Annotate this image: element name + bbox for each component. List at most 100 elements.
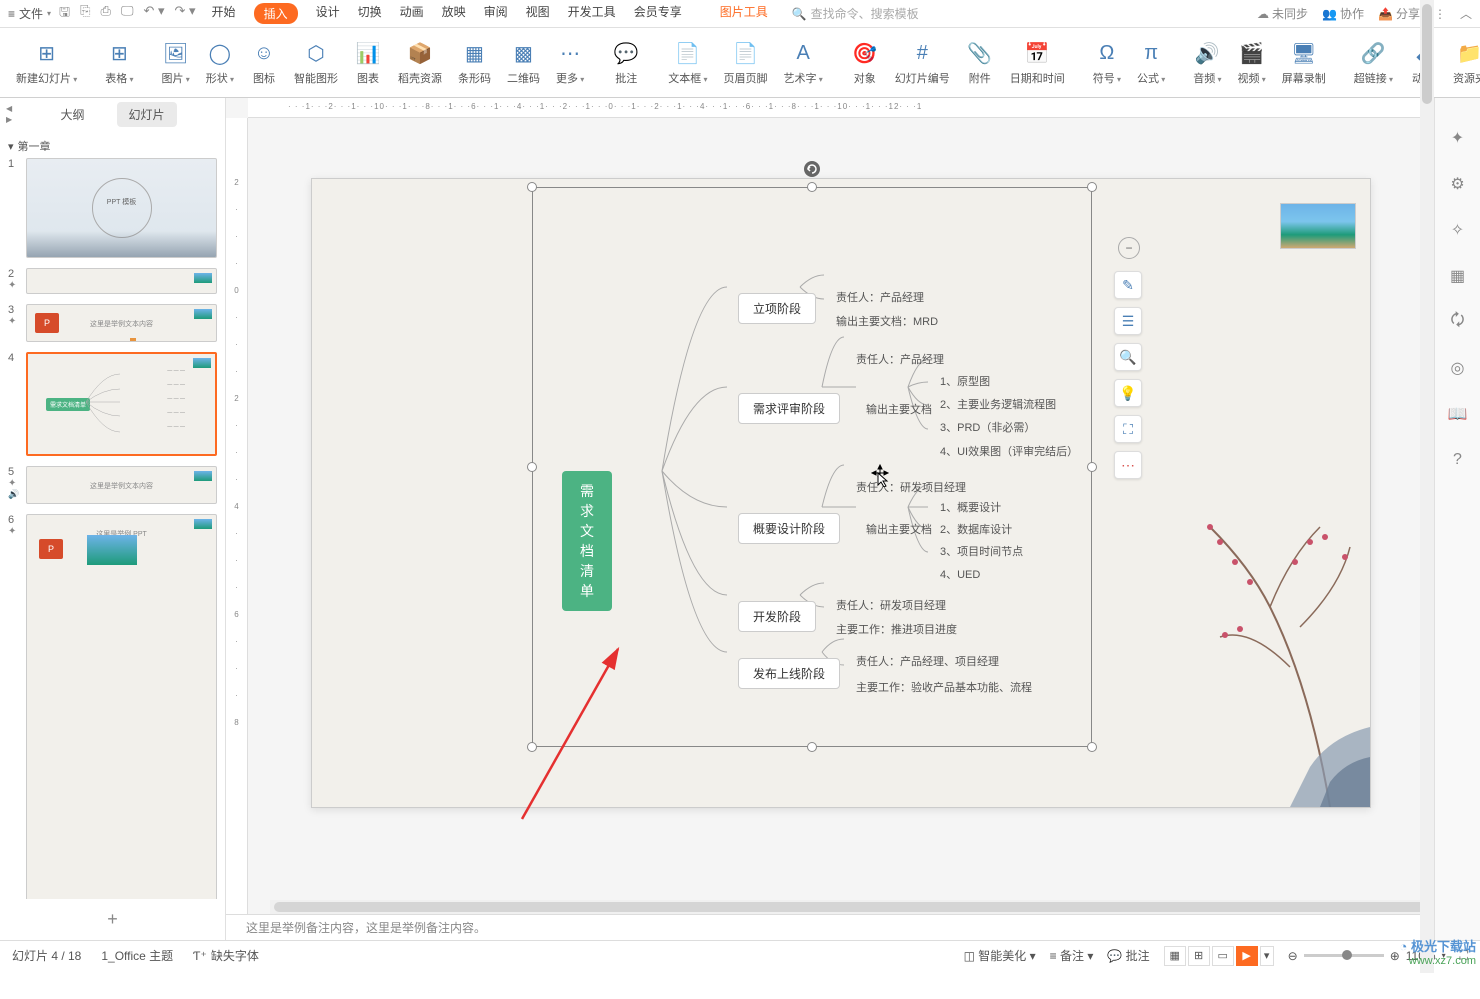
save-icon[interactable]: 🖫 xyxy=(59,3,70,25)
sel-handle-e[interactable] xyxy=(1087,462,1097,472)
zoom-slider[interactable] xyxy=(1304,954,1384,957)
ribbon-图标[interactable]: ☺图标 xyxy=(242,40,286,86)
rs-layout-icon[interactable]: ▦ xyxy=(1448,266,1468,286)
ribbon-新建幻灯片[interactable]: ⊞新建幻灯片 xyxy=(8,40,85,86)
layers-icon[interactable]: ☰ xyxy=(1114,307,1142,335)
comments-toggle[interactable]: 💬 批注 xyxy=(1107,947,1149,964)
beautify-button[interactable]: ◫ 智能美化 ▾ xyxy=(964,947,1036,964)
view-sorter[interactable]: ⊞ xyxy=(1188,946,1210,966)
slide-thumb-4[interactable]: 4 需求文档清单 — — —— — —— — —— — —— — — xyxy=(8,352,217,456)
hscrollbar[interactable] xyxy=(270,900,1434,914)
ribbon-二维码[interactable]: ▩二维码 xyxy=(499,40,548,86)
collapse-toolbar-icon[interactable]: − xyxy=(1118,237,1140,259)
more-icon[interactable]: ⋮ xyxy=(1434,7,1446,21)
tab-insert[interactable]: 插入 xyxy=(254,3,298,24)
outline-tab[interactable]: 大纲 xyxy=(48,102,96,127)
rs-star-icon[interactable]: ✧ xyxy=(1448,220,1468,240)
vscroll-thumb[interactable] xyxy=(1422,4,1432,104)
undo-icon[interactable]: ↶ ▾ xyxy=(143,3,164,25)
tab-view[interactable]: 视图 xyxy=(526,3,550,24)
view-reading[interactable]: ▭ xyxy=(1212,946,1234,966)
ribbon-批注[interactable]: 💬批注 xyxy=(604,40,648,86)
ribbon-视频[interactable]: 🎬视频 xyxy=(1230,40,1274,86)
more-options-icon[interactable]: ⋯ xyxy=(1114,451,1142,479)
tab-design[interactable]: 设计 xyxy=(316,3,340,24)
print-icon[interactable]: ⎙ xyxy=(101,3,111,25)
view-normal[interactable]: ▦ xyxy=(1164,946,1186,966)
ribbon-智能图形[interactable]: ⬡智能图形 xyxy=(286,40,346,86)
rs-book-icon[interactable]: 📖 xyxy=(1448,404,1468,424)
missing-font[interactable]: Ƭ⁺ 缺失字体 xyxy=(193,947,259,964)
rotate-handle[interactable] xyxy=(802,159,822,184)
ribbon-对象[interactable]: 🎯对象 xyxy=(843,40,887,86)
theme-name[interactable]: 1_Office 主题 xyxy=(101,947,173,964)
sel-handle-w[interactable] xyxy=(527,462,537,472)
sel-handle-ne[interactable] xyxy=(1087,182,1097,192)
ribbon-图片[interactable]: 🖼图片 xyxy=(154,40,198,86)
ribbon-幻灯片编号[interactable]: #幻灯片编号 xyxy=(887,40,958,86)
file-menu[interactable]: ≡ 文件 ▾ xyxy=(8,5,51,22)
tab-transition[interactable]: 切换 xyxy=(358,3,382,24)
tab-animation[interactable]: 动画 xyxy=(400,3,424,24)
tab-developer[interactable]: 开发工具 xyxy=(568,3,616,24)
crop-icon[interactable]: ⛶ xyxy=(1114,415,1142,443)
mm-node-1[interactable]: 立项阶段 xyxy=(738,293,816,324)
ribbon-屏幕录制[interactable]: 🖥屏幕录制 xyxy=(1274,40,1334,86)
mm-node-5[interactable]: 发布上线阶段 xyxy=(738,658,840,689)
mindmap-object[interactable]: 需求文档清单 立项阶段 责任人：产品经理 输出主要文档：MRD 需求评审阶段 责… xyxy=(532,187,1092,747)
slide-canvas[interactable]: 需求文档清单 立项阶段 责任人：产品经理 输出主要文档：MRD 需求评审阶段 责… xyxy=(311,178,1371,808)
rs-help-icon[interactable]: ? xyxy=(1448,450,1468,470)
qa-icon-2[interactable]: ⎘ xyxy=(80,3,90,25)
inserted-image-beach[interactable] xyxy=(1280,203,1356,249)
tab-picture-tools[interactable]: 图片工具 xyxy=(720,3,768,24)
ribbon-稻壳资源[interactable]: 📦稻壳资源 xyxy=(390,40,450,86)
slide-thumb-1[interactable]: 1 PPT 模板 xyxy=(8,158,217,258)
slides-tab[interactable]: 幻灯片 xyxy=(117,102,177,127)
ribbon-资源夹[interactable]: 📁资源夹 xyxy=(1445,40,1480,86)
add-slide-button[interactable]: + xyxy=(0,899,225,940)
sel-handle-s[interactable] xyxy=(807,742,817,752)
ribbon-公式[interactable]: π公式 xyxy=(1129,40,1173,86)
preview-icon[interactable]: 🖵 xyxy=(121,3,134,25)
collapse-ribbon-icon[interactable]: ︿ xyxy=(1460,5,1472,22)
ribbon-文本框[interactable]: 📄文本框 xyxy=(660,40,715,86)
zoom-icon[interactable]: 🔍 xyxy=(1114,343,1142,371)
slide-thumb-5[interactable]: 5✦🔊 这里是举例文本内容 P xyxy=(8,466,217,504)
canvas-area[interactable]: 需求文档清单 立项阶段 责任人：产品经理 输出主要文档：MRD 需求评审阶段 责… xyxy=(248,118,1434,914)
rs-magic-icon[interactable]: ✦ xyxy=(1448,128,1468,148)
section-header[interactable]: ▾ 第一章 xyxy=(8,134,217,158)
ribbon-艺术字[interactable]: A艺术字 xyxy=(776,40,831,86)
share-button[interactable]: 📤 分享 xyxy=(1378,5,1420,22)
tab-slideshow[interactable]: 放映 xyxy=(442,3,466,24)
idea-icon[interactable]: 💡 xyxy=(1114,379,1142,407)
ribbon-超链接[interactable]: 🔗超链接 xyxy=(1346,40,1401,86)
sync-status[interactable]: ☁ 未同步 xyxy=(1257,5,1308,22)
zoom-out[interactable]: ⊖ xyxy=(1288,949,1298,963)
sel-handle-nw[interactable] xyxy=(527,182,537,192)
slide-thumb-2[interactable]: 2✦ xyxy=(8,268,217,294)
tab-start[interactable]: 开始 xyxy=(212,3,236,24)
panel-collapse-arrows[interactable]: ◀▶ xyxy=(6,104,12,124)
slide-thumb-3[interactable]: 3✦ 这里是举例文本内容 P xyxy=(8,304,217,342)
notes-area[interactable]: 这里是举例备注内容，这里是举例备注内容。 xyxy=(226,914,1434,940)
mm-root[interactable]: 需求文档清单 xyxy=(562,471,612,611)
rs-settings-icon[interactable]: ⚙ xyxy=(1448,174,1468,194)
search-box[interactable]: 🔍 查找命令、搜索模板 xyxy=(792,5,919,22)
ribbon-页眉页脚[interactable]: 📄页眉页脚 xyxy=(716,40,776,86)
vscrollbar[interactable] xyxy=(1420,0,1434,973)
ribbon-日期和时间[interactable]: 📅日期和时间 xyxy=(1002,40,1073,86)
redo-icon[interactable]: ↷ ▾ xyxy=(175,3,196,25)
ribbon-音频[interactable]: 🔊音频 xyxy=(1185,40,1229,86)
sel-handle-sw[interactable] xyxy=(527,742,537,752)
view-slideshow[interactable]: ▶ xyxy=(1236,946,1258,966)
ribbon-形状[interactable]: ◯形状 xyxy=(198,40,242,86)
slide-thumb-6[interactable]: 6✦ 这里是举例 PPT P xyxy=(8,514,217,899)
ribbon-表格[interactable]: ⊞表格 xyxy=(97,40,141,86)
coop-button[interactable]: 👥 协作 xyxy=(1322,5,1364,22)
ribbon-更多[interactable]: ⋯更多 xyxy=(548,40,592,86)
mm-node-3[interactable]: 概要设计阶段 xyxy=(738,513,840,544)
view-dropdown[interactable]: ▾ xyxy=(1260,946,1274,966)
ribbon-附件[interactable]: 📎附件 xyxy=(958,40,1002,86)
ribbon-图表[interactable]: 📊图表 xyxy=(346,40,390,86)
tab-member[interactable]: 会员专享 xyxy=(634,3,682,24)
